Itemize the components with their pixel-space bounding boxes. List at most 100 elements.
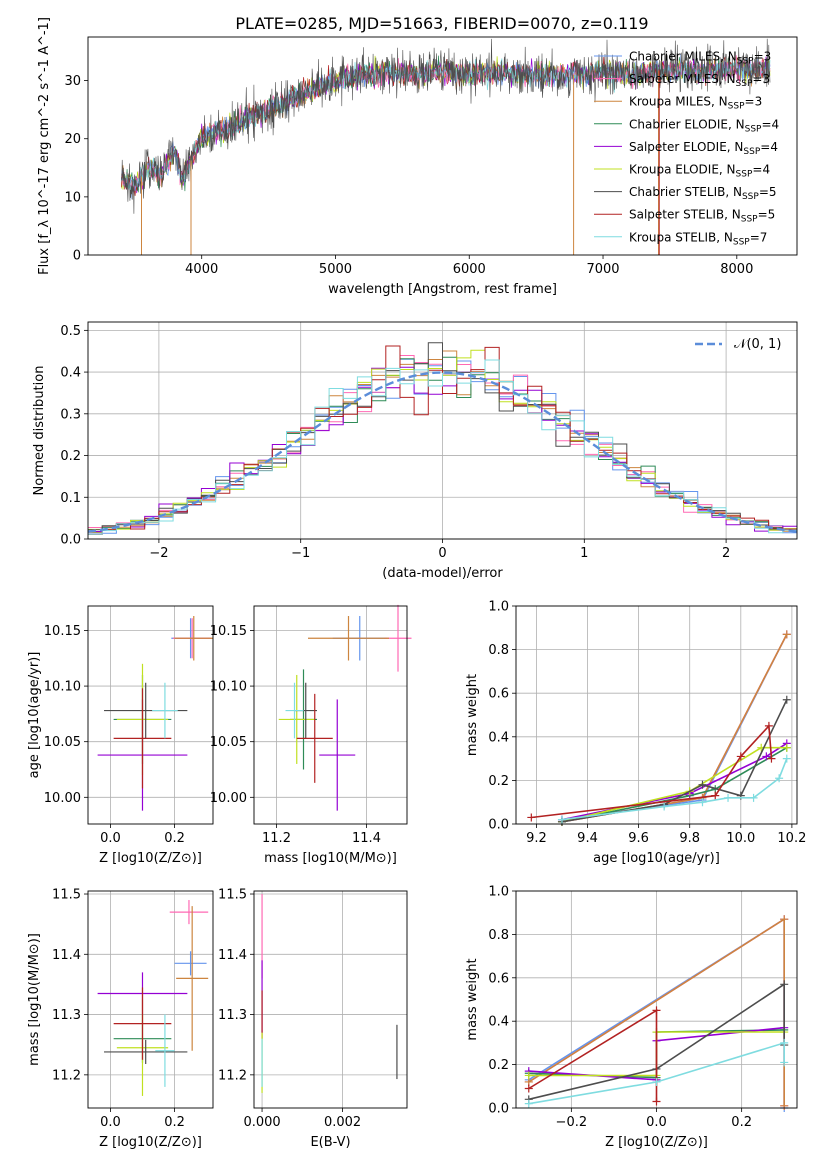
y-tick-label: 11.2 [52,1068,81,1083]
weight-series-chabrier_miles [561,633,788,821]
y-axis-label: Normed distribution [32,366,47,496]
legend-entry: Kroupa STELIB, NSSP=7 [629,230,767,247]
y-tick-label: 0.0 [488,818,509,833]
y-tick-label: 0.2 [60,449,81,464]
x-tick-label: 6000 [453,262,486,277]
x-axis-label: E(B-V) [310,1135,350,1150]
y-tick-label: 0.1 [60,491,81,506]
plot-frame [253,605,408,825]
y-tick-label: 10.05 [44,735,81,750]
plot-frame [87,321,798,540]
y-axis-label: Flux [f_λ 10^-17 erg cm^-2 s^-1 A^-1] [37,17,52,275]
weight-series-salpeter_stelib [528,1008,658,1102]
normal-curve [87,371,798,533]
x-tick-label: 2 [722,546,730,561]
plot-frame [87,36,798,256]
y-tick-label: 10.00 [44,791,81,806]
panel-mass-vs-ebv: 0.000 0.002 11.2 11.3 11.4 11.5 E(B-V) [218,888,408,1150]
y-tick-label: 10.05 [210,735,247,750]
y-tick-label: 11.4 [218,948,247,963]
y-axis-label: mass weight [465,674,480,756]
y-tick-label: 0.3 [60,407,81,422]
weight-marker [524,1071,533,1080]
plot-frame [87,890,214,1109]
panel-age-vs-z: 0.0 0.2 10.00 10.05 10.10 10.15 Z [log10(Z/Z⊙)… [27,605,214,866]
y-axis-label: mass [log10(M/M⊙)] [27,933,42,1066]
y-tick-label: 10.00 [210,791,247,806]
x-tick-label: 0.002 [324,1115,361,1130]
legend-entry: Salpeter ELODIE, NSSP=4 [629,140,778,157]
x-tick-label: 11.2 [262,831,291,846]
weight-series-kroupa_elodie [561,746,787,823]
plot-frame [515,605,798,825]
y-tick-label: 10.10 [210,680,247,695]
spectrum-legend: Chabrier MILES, NSSP=3 Salpeter MILES, NS… [594,50,779,247]
legend-entry: 𝒩(0, 1) [734,337,781,352]
x-tick-label: 9.6 [628,831,649,846]
y-axis-label: age [log10(age/yr)] [27,652,42,779]
x-tick-label: 7000 [586,262,619,277]
weight-series-salpeter_elodie [561,742,788,821]
x-tick-label: 0.2 [164,831,185,846]
weight-marker [749,793,758,802]
y-tick-label: 0.6 [488,971,509,986]
plot-frame [87,605,214,825]
weight-marker [780,915,789,924]
x-axis-label: age [log10(age/yr)] [593,851,720,866]
y-axis-label: mass weight [465,958,480,1040]
y-tick-label: 0.6 [488,687,509,702]
x-axis-label: Z [log10(Z/Z⊙)] [605,1135,708,1150]
y-tick-label: 11.3 [52,1008,81,1023]
x-tick-label: −0.2 [556,1115,588,1130]
x-tick-label: 10.2 [777,831,806,846]
legend-entry: Chabrier ELODIE, NSSP=4 [629,117,779,134]
y-tick-label: 0.8 [488,928,509,943]
weight-marker [698,798,707,807]
x-tick-label: 11.4 [352,831,381,846]
x-tick-label: 9.2 [526,831,547,846]
y-tick-label: 0.8 [488,643,509,658]
weight-marker [780,1101,789,1110]
y-tick-label: 0.4 [488,1015,509,1030]
plot-frame [253,890,408,1109]
y-tick-label: 0.2 [488,1058,509,1073]
panel-weight-vs-z: −0.2 0.0 0.2 0.0 0.2 0.4 0.6 0.8 1.0 Z [log10(Z/Z… [465,885,798,1150]
figure-title: PLATE=0285, MJD=51663, FIBERID=0070, z=0… [235,14,648,33]
errorbars [278,604,412,811]
panel-weight-vs-age: 9.2 9.4 9.6 9.8 10.0 10.2 0.0 0.2 0.4 0.6 0.8 1.0 ag… [465,600,806,867]
weight-marker [767,754,776,763]
weight-series-chabrier_stelib [528,982,785,1101]
weight-marker [652,1006,661,1015]
y-tick-label: 0.5 [60,324,81,339]
x-tick-label: 0.0 [100,1115,121,1130]
legend-entry: Chabrier STELIB, NSSP=5 [629,185,777,202]
weight-marker [780,1058,789,1067]
x-tick-label: 0.0 [100,831,121,846]
weight-marker [652,1077,661,1086]
weight-series-chabrier_elodie [561,747,788,823]
x-tick-label: 9.8 [679,831,700,846]
y-tick-label: 30 [64,74,81,89]
weight-marker [527,813,536,822]
y-tick-label: 0 [73,249,81,264]
x-tick-label: 1 [580,546,588,561]
weight-marker [524,1099,533,1108]
histogram-kroupa_stelib [88,359,797,535]
weight-marker [780,1038,789,1047]
spectrum-series-chabrier_stelib [121,38,771,214]
y-tick-label: 10.15 [210,624,247,639]
errorbars [97,616,213,811]
errorbars [261,894,398,1093]
weight-marker [782,695,791,704]
legend-entry: Salpeter STELIB, NSSP=5 [629,208,775,225]
x-tick-label: 0.0 [646,1115,667,1130]
weight-marker [652,1097,661,1106]
weight-marker [724,793,733,802]
y-tick-label: 0.4 [488,730,509,745]
x-axis-label: Z [log10(Z/Z⊙)] [99,1135,202,1150]
y-tick-label: 0.2 [488,774,509,789]
x-tick-label: 0.000 [243,1115,280,1130]
y-tick-label: 10 [64,190,81,205]
plot-frame [515,890,798,1109]
